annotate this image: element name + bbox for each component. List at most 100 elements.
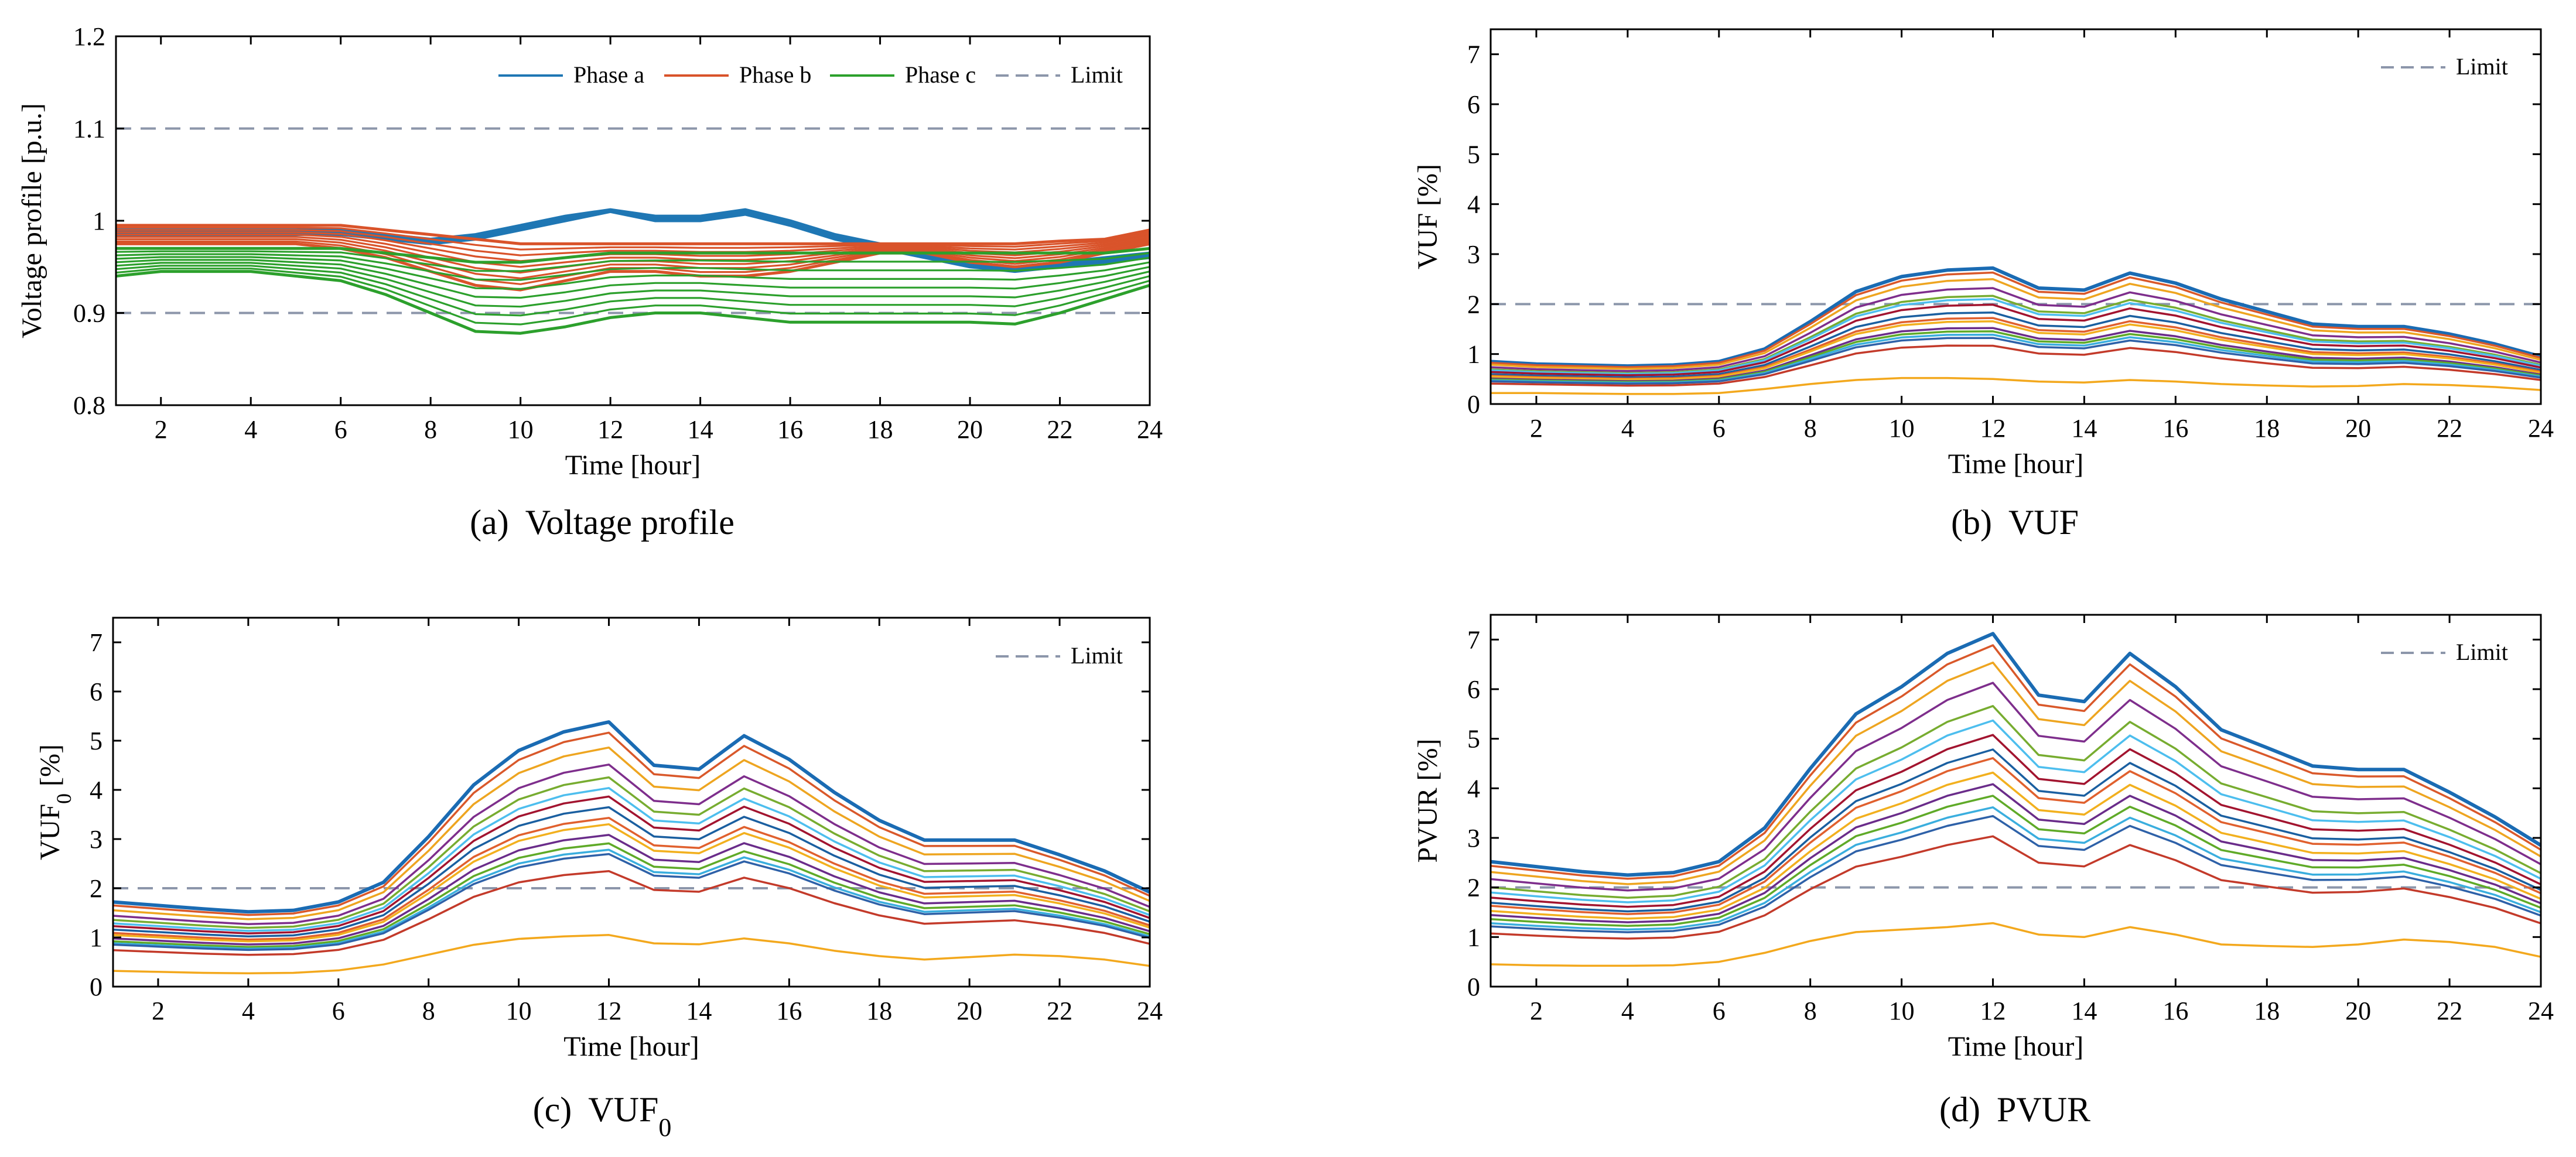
x-tick-label: 18: [866, 997, 892, 1025]
x-tick-label: 20: [956, 997, 982, 1025]
x-tick-label: 14: [2071, 414, 2097, 443]
series-phase-c: [116, 256, 1150, 290]
caption-label: (b): [1951, 503, 1992, 542]
caption-text: VUF: [2008, 503, 2079, 542]
legend-entry: Limit: [1071, 642, 1123, 669]
series-line: [1491, 748, 2541, 913]
x-tick-label: 24: [1137, 415, 1163, 444]
caption-d: (d) PVUR: [1939, 1090, 2090, 1129]
y-axis-label-text: VUF: [35, 804, 66, 860]
caption-label: (c): [533, 1090, 572, 1129]
y-axis-label-text: Voltage profile [p.u.]: [16, 103, 47, 338]
series-line: [1491, 271, 2541, 368]
x-tick-label: 22: [2437, 997, 2462, 1025]
y-tick-label: 0.9: [73, 299, 105, 328]
axes-box: [115, 35, 1151, 406]
series-line: [113, 746, 1150, 920]
series-line: [1491, 806, 2541, 931]
x-tick-label: 6: [332, 997, 345, 1025]
plot-area-d: [1491, 632, 2541, 967]
y-axis-label: VUF [%]: [1412, 164, 1443, 269]
x-tick-label: 20: [957, 415, 983, 444]
legend: Limit: [2381, 639, 2508, 665]
x-tick-label: 12: [1980, 997, 2006, 1025]
series-line: [1491, 644, 2541, 880]
x-tick-label: 6: [1713, 997, 1726, 1025]
x-tick-label: 20: [2345, 414, 2371, 443]
series-line: [1491, 814, 2541, 933]
x-tick-label: 24: [2528, 997, 2554, 1025]
y-tick-label: 7: [1467, 625, 1480, 654]
x-tick-label: 18: [2254, 997, 2280, 1025]
y-tick-label: 6: [1467, 675, 1480, 704]
caption-subscript: 0: [658, 1113, 671, 1142]
series-phase-c: [116, 270, 1150, 335]
y-tick-label: 4: [1467, 190, 1480, 219]
legend-entry: Limit: [1071, 61, 1123, 88]
x-tick-label: 2: [1530, 414, 1543, 443]
x-tick-label: 14: [686, 997, 712, 1025]
caption-c: (c) VUF0: [533, 1090, 672, 1142]
series-line: [1491, 719, 2541, 903]
y-axis-label-subscript: 0: [52, 793, 76, 804]
legend: Limit: [2381, 53, 2508, 80]
y-tick-label: 2: [1467, 290, 1480, 319]
series-line: [113, 776, 1150, 929]
x-tick-label: 10: [508, 415, 534, 444]
legend-entry: Limit: [2456, 639, 2508, 665]
y-tick-label: 6: [90, 677, 103, 706]
y-tick-label: 1: [90, 923, 103, 952]
legend-entry: Phase b: [739, 61, 811, 88]
y-tick-label: 7: [90, 628, 103, 657]
x-axis-label: Time [hour]: [563, 1031, 699, 1062]
y-tick-label: 0: [1467, 390, 1480, 419]
legend: Limit: [996, 642, 1123, 669]
series-line: [1491, 734, 2541, 908]
series-phase-c: [116, 259, 1150, 299]
y-axis-label-text: VUF [%]: [1412, 164, 1443, 269]
y-tick-label: 5: [90, 727, 103, 755]
series-line: [113, 870, 1150, 956]
x-tick-label: 2: [152, 997, 165, 1025]
series-line: [113, 806, 1150, 938]
series-phase-b: [116, 242, 1150, 292]
caption-a: (a) Voltage profile: [470, 503, 734, 542]
x-tick-label: 20: [2345, 997, 2371, 1025]
x-axis-label: Time [hour]: [1948, 449, 2084, 480]
x-tick-label: 10: [1889, 414, 1915, 443]
series-line: [1491, 661, 2541, 885]
y-tick-label: 0: [1467, 973, 1480, 1001]
series-line: [113, 720, 1150, 914]
series-line: [1491, 922, 2541, 967]
series-line: [113, 731, 1150, 916]
y-tick-label: 7: [1467, 40, 1480, 69]
y-tick-label: 0.8: [73, 391, 105, 420]
x-tick-label: 18: [867, 415, 893, 444]
series-line: [113, 848, 1150, 950]
series-line: [113, 795, 1150, 934]
x-tick-label: 2: [1530, 997, 1543, 1025]
plot-area-b: [1491, 266, 2541, 395]
series-line: [113, 823, 1150, 943]
y-axis-label: Voltage profile [p.u.]: [16, 103, 47, 338]
y-tick-label: 4: [1467, 774, 1480, 803]
x-tick-label: 8: [1804, 414, 1817, 443]
series-line: [113, 817, 1150, 941]
y-axis-label-text: PVUR [%]: [1412, 739, 1443, 863]
series-line: [1491, 298, 2541, 375]
x-tick-label: 16: [2162, 997, 2188, 1025]
y-tick-label: 3: [1467, 824, 1480, 853]
series-line: [1491, 795, 2541, 927]
x-tick-label: 12: [1980, 414, 2006, 443]
y-tick-label: 3: [1467, 240, 1480, 269]
x-tick-label: 22: [1047, 997, 1072, 1025]
series-phase-c: [116, 268, 1150, 326]
caption-b: (b) VUF: [1951, 503, 2079, 542]
x-tick-label: 4: [244, 415, 257, 444]
series-phase-b: [116, 238, 1150, 279]
x-tick-label: 4: [1621, 997, 1634, 1025]
y-axis-label: PVUR [%]: [1412, 739, 1443, 863]
series-line: [1491, 835, 2541, 940]
series-line: [113, 853, 1150, 951]
